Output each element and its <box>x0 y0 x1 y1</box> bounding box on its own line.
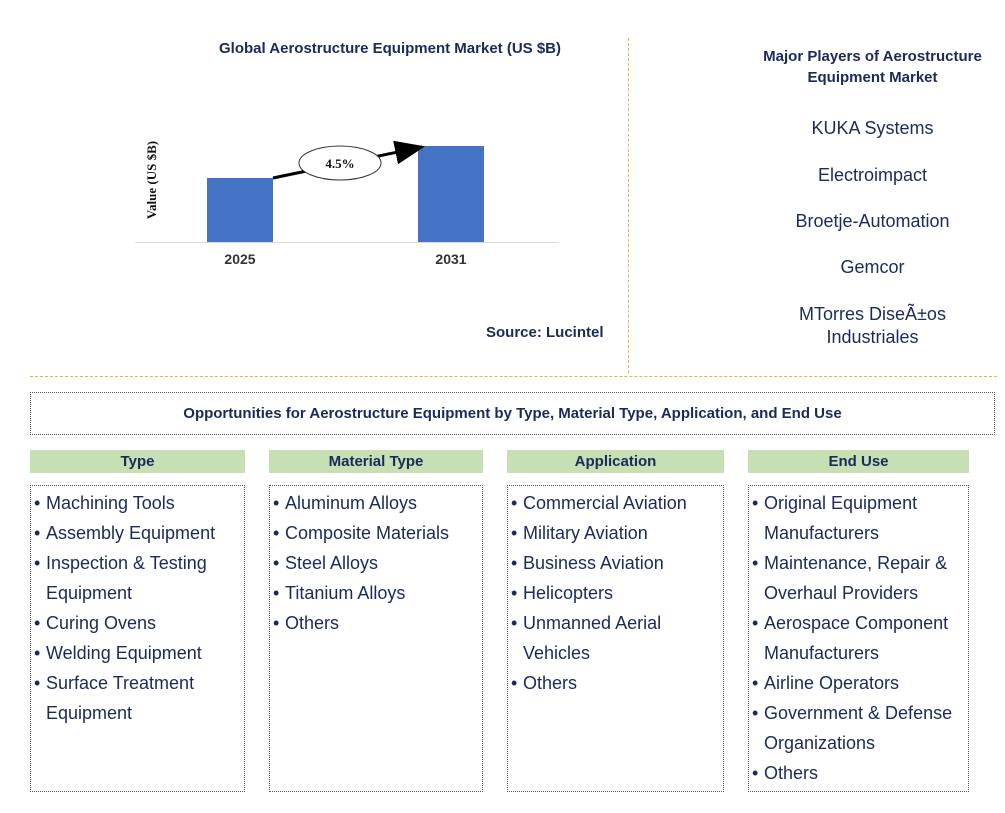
player-electroimpact: Electroimpact <box>817 165 928 185</box>
list-item: Composite Materials <box>273 518 478 548</box>
player-kuka-systems: KUKA Systems <box>811 118 934 138</box>
opportunities-title: Opportunities for Aerostructure Equipmen… <box>30 392 995 435</box>
list-item: Commercial Aviation <box>511 488 719 518</box>
list-item: Helicopters <box>511 578 719 608</box>
chart-title: Global Aerostructure Equipment Market (U… <box>219 40 561 57</box>
cagr-label: 4.5% <box>325 156 354 171</box>
player-mtorres: MTorres DiseÃ±os Industriales <box>799 304 946 347</box>
players-title: Major Players of Aerostructure Equipment… <box>763 48 982 86</box>
list-item: Titanium Alloys <box>273 578 478 608</box>
list-item: Original Equipment Manufacturers <box>752 488 964 548</box>
list-item: Business Aviation <box>511 548 719 578</box>
category-list-material-type: Aluminum AlloysComposite MaterialsSteel … <box>269 485 483 792</box>
list-item: Welding Equipment <box>34 638 240 668</box>
list-item: Airline Operators <box>752 668 964 698</box>
category-list-type: Machining ToolsAssembly EquipmentInspect… <box>30 485 245 792</box>
horizontal-divider <box>30 376 997 377</box>
list-item: Steel Alloys <box>273 548 478 578</box>
vertical-divider <box>628 38 629 373</box>
bar-2025 <box>207 178 273 242</box>
category-list-application: Commercial AviationMilitary AviationBusi… <box>507 485 724 792</box>
list-item: Others <box>511 668 719 698</box>
opportunities-title-text: Opportunities for Aerostructure Equipmen… <box>183 405 842 422</box>
list-item: Surface Treatment Equipment <box>34 668 240 728</box>
player-gemcor: Gemcor <box>840 257 905 277</box>
category-header-type: Type <box>30 450 245 473</box>
list-item: Inspection & Testing Equipment <box>34 548 240 608</box>
category-header-end-use: End Use <box>748 450 969 473</box>
list-item: Others <box>752 758 964 788</box>
category-list-end-use: Original Equipment ManufacturersMaintena… <box>748 485 969 792</box>
bar-2031 <box>418 146 484 242</box>
list-item: Machining Tools <box>34 488 240 518</box>
list-item: Unmanned Aerial Vehicles <box>511 608 719 668</box>
list-item: Curing Ovens <box>34 608 240 638</box>
x-tick-label: 2025 <box>224 251 255 267</box>
category-header-material-type: Material Type <box>269 450 483 473</box>
list-item: Aerospace Component Manufacturers <box>752 608 964 668</box>
bar-chart: 2025 2031 4.5% <box>135 140 558 267</box>
list-item: Aluminum Alloys <box>273 488 478 518</box>
cagr-ellipse <box>298 145 382 181</box>
list-item: Assembly Equipment <box>34 518 240 548</box>
source-note: Source: Lucintel <box>486 324 604 341</box>
category-header-application: Application <box>507 450 724 473</box>
list-item: Maintenance, Repair & Overhaul Providers <box>752 548 964 608</box>
player-broetje-automation: Broetje-Automation <box>795 211 950 231</box>
list-item: Others <box>273 608 478 638</box>
list-item: Military Aviation <box>511 518 719 548</box>
list-item: Government & Defense Organizations <box>752 698 964 758</box>
x-tick-label: 2031 <box>435 251 466 267</box>
